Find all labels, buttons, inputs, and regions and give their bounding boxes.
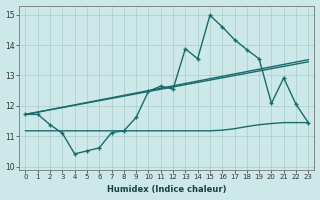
X-axis label: Humidex (Indice chaleur): Humidex (Indice chaleur)	[107, 185, 227, 194]
